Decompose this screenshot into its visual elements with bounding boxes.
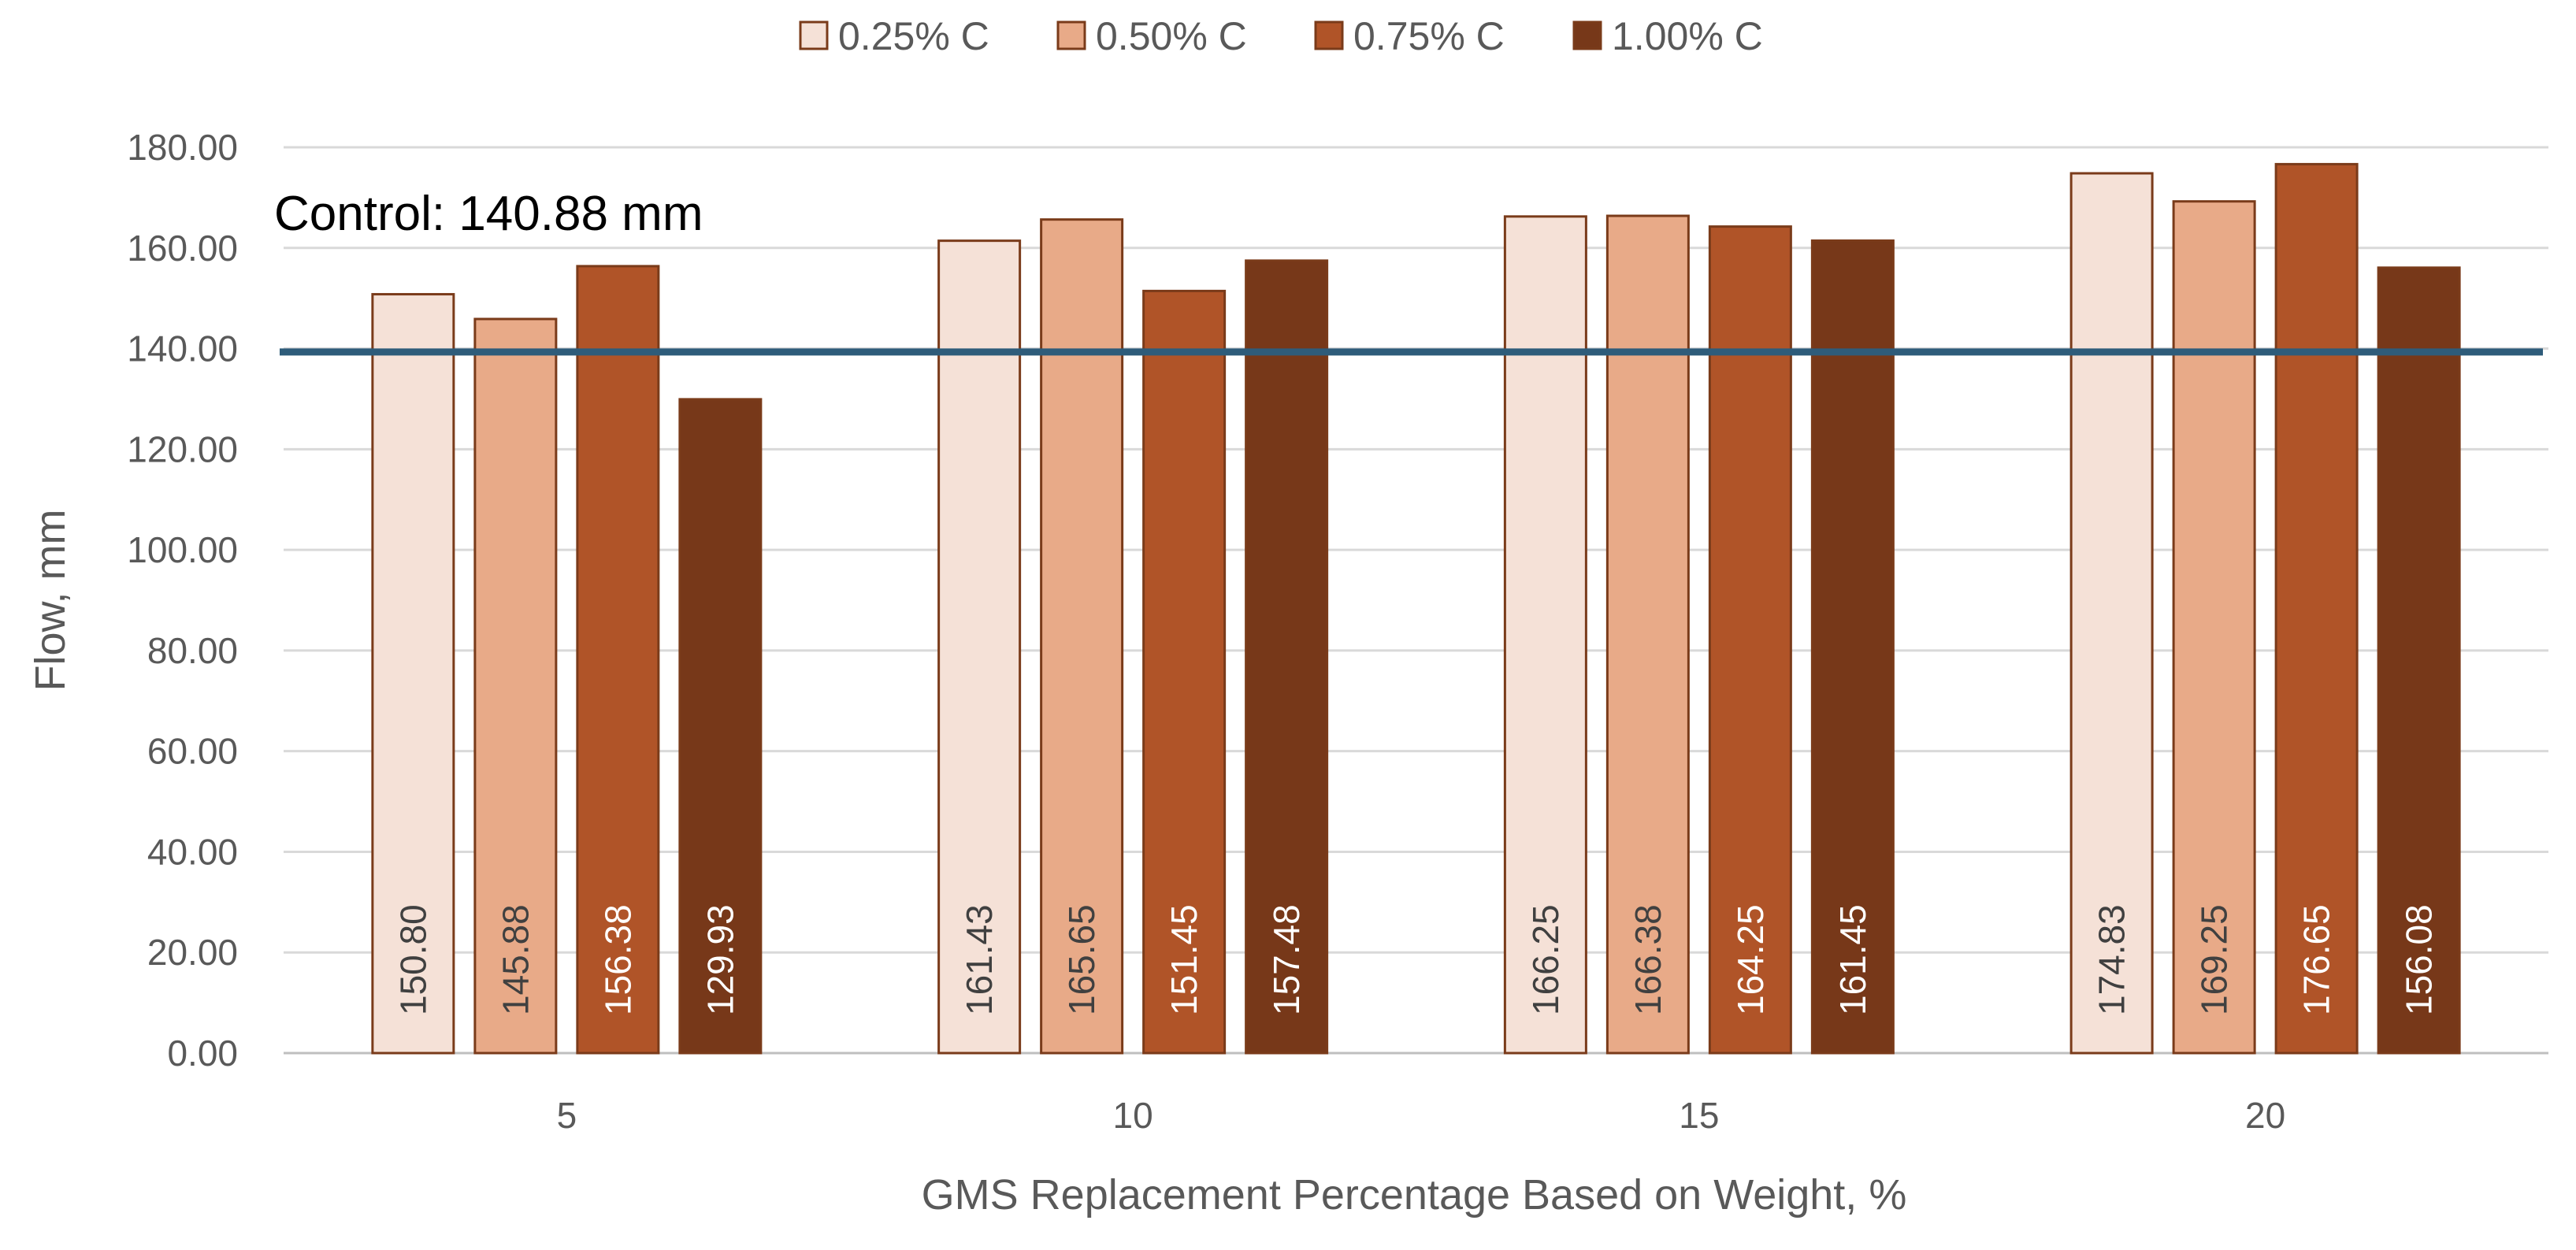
legend-swatch <box>799 20 829 50</box>
bar <box>678 398 763 1055</box>
data-label: 156.38 <box>597 904 638 1015</box>
x-axis-ticks: 5 10 15 20 <box>557 1095 2286 1136</box>
bar <box>1503 215 1587 1055</box>
bar <box>1708 225 1792 1055</box>
bars <box>371 162 2461 1055</box>
data-label: 157.48 <box>1266 904 1307 1015</box>
control-line-group: Control: 140.88 mm <box>274 187 2543 356</box>
bar <box>2274 162 2359 1055</box>
x-tick-label: 20 <box>2245 1095 2285 1136</box>
bar <box>473 317 558 1055</box>
control-label: Control: 140.88 mm <box>274 187 703 241</box>
y-tick-label: 40.00 <box>147 831 238 872</box>
bar <box>1245 259 1329 1055</box>
data-label: 129.93 <box>700 904 741 1015</box>
bar <box>2377 266 2461 1055</box>
data-label: 166.38 <box>1628 904 1668 1015</box>
bar <box>576 265 660 1055</box>
data-labels: 150.80 145.88 156.38 129.93 161.43 165.65 151.… <box>392 904 2439 1015</box>
y-tick-label: 120.00 <box>127 428 238 469</box>
bar <box>937 239 1022 1055</box>
legend-swatch <box>1314 20 1344 50</box>
legend: 0.25% C 0.50% C 0.75% C 1.00% C <box>799 14 1763 58</box>
bar <box>2069 172 2154 1055</box>
data-label: 150.80 <box>392 904 433 1015</box>
y-tick-label: 20.00 <box>147 932 238 973</box>
data-label: 174.83 <box>2092 904 2132 1015</box>
y-axis-title: Flow, mm <box>27 509 74 691</box>
legend-label: 1.00% C <box>1612 14 1763 58</box>
legend-swatch <box>1056 20 1086 50</box>
data-label: 161.45 <box>1832 904 1873 1015</box>
y-tick-label: 60.00 <box>147 731 238 772</box>
data-label: 145.88 <box>495 904 536 1015</box>
data-label: 176.65 <box>2296 904 2337 1015</box>
legend-label: 0.25% C <box>838 14 989 58</box>
y-axis-ticks: 0.00 20.00 40.00 60.00 80.00 100.00 120.00 140.… <box>127 127 238 1074</box>
y-tick-label: 80.00 <box>147 630 238 671</box>
data-label: 169.25 <box>2194 904 2235 1015</box>
legend-label: 0.75% C <box>1353 14 1505 58</box>
x-axis-title: GMS Replacement Percentage Based on Weig… <box>922 1171 1907 1218</box>
bar <box>1040 218 1124 1055</box>
data-label: 166.25 <box>1525 904 1566 1015</box>
legend-label: 0.50% C <box>1096 14 1247 58</box>
bar <box>371 293 455 1055</box>
data-label: 156.08 <box>2399 904 2440 1015</box>
y-tick-label: 160.00 <box>127 228 238 269</box>
bar <box>1810 239 1895 1055</box>
x-tick-label: 5 <box>557 1095 577 1136</box>
x-tick-label: 10 <box>1113 1095 1153 1136</box>
y-tick-label: 100.00 <box>127 529 238 570</box>
data-label: 161.43 <box>959 904 1000 1015</box>
legend-swatch <box>1572 20 1602 50</box>
bar <box>1142 289 1227 1055</box>
x-tick-label: 15 <box>1679 1095 1719 1136</box>
y-tick-label: 0.00 <box>167 1033 238 1074</box>
y-tick-label: 140.00 <box>127 328 238 369</box>
y-tick-label: 180.00 <box>127 127 238 168</box>
bar <box>2172 200 2256 1055</box>
data-label: 164.25 <box>1730 904 1771 1015</box>
data-label: 151.45 <box>1164 904 1204 1015</box>
gridlines <box>284 146 2548 1055</box>
data-label: 165.65 <box>1061 904 1102 1015</box>
